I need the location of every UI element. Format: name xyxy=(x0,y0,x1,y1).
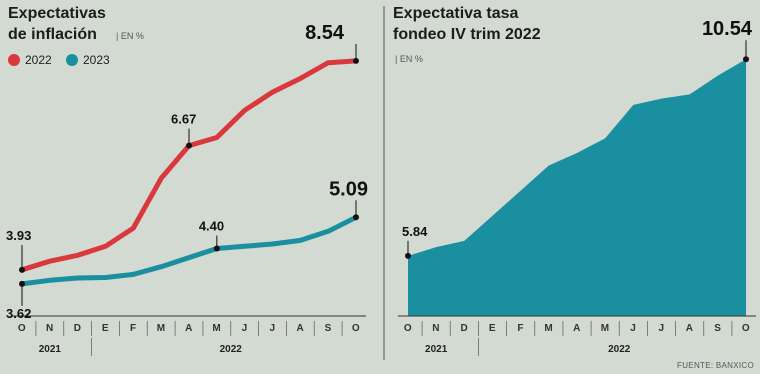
left-chart-series xyxy=(19,58,359,287)
right-chart-unit: | EN % xyxy=(395,54,423,64)
year-label-second: 2022 xyxy=(220,344,243,355)
series-line-2023 xyxy=(19,214,359,287)
x-tick-label: O xyxy=(742,323,750,334)
x-tick-label: N xyxy=(432,323,440,334)
x-tick-label: O xyxy=(18,323,26,334)
x-tick-label: D xyxy=(74,323,82,334)
x-tick-label: A xyxy=(686,323,694,334)
x-tick-label: J xyxy=(630,323,636,334)
source-note: FUENTE: BANXICO xyxy=(677,361,754,370)
x-tick-label: J xyxy=(242,323,248,334)
legend-2023-marker xyxy=(66,54,78,66)
legend-2022-marker xyxy=(8,54,20,66)
x-tick-label: A xyxy=(296,323,304,334)
data-label-3.93: 3.93 xyxy=(6,228,31,243)
x-tick-label: O xyxy=(352,323,360,334)
year-label-second: 2022 xyxy=(608,344,631,355)
left-chart-unit: | EN % xyxy=(116,31,144,41)
x-tick-label: A xyxy=(573,323,581,334)
x-tick-label: M xyxy=(601,323,610,334)
legend-2023-label: 2023 xyxy=(83,53,110,67)
data-label-5.09: 5.09 xyxy=(329,178,368,200)
x-tick-label: A xyxy=(185,323,193,334)
right-chart-data-labels: 5.84 10.54 xyxy=(402,18,753,259)
x-tick-label: O xyxy=(404,323,412,334)
right-chart-series xyxy=(408,59,746,316)
data-label-3.62: 3.62 xyxy=(6,306,31,321)
x-tick-label: S xyxy=(325,323,332,334)
x-tick-label: M xyxy=(544,323,553,334)
x-tick-label: E xyxy=(489,323,496,334)
right-chart-title-line2: fondeo IV trim 2022 xyxy=(393,26,541,43)
legend-2022-label: 2022 xyxy=(25,53,52,67)
x-tick-label: D xyxy=(460,323,468,334)
data-label-5.84: 5.84 xyxy=(402,224,428,239)
data-label-8.54: 8.54 xyxy=(305,22,345,44)
right-chart-title-line1: Expectativa tasa xyxy=(393,5,519,22)
left-chart-title-line2: de inflación xyxy=(8,26,97,43)
x-tick-label: J xyxy=(658,323,664,334)
x-tick-label: M xyxy=(212,323,221,334)
x-tick-label: E xyxy=(102,323,109,334)
x-tick-label: S xyxy=(714,323,721,334)
right-chart-axis: O N D E F M A M J J A S O 2021 2022 xyxy=(398,315,756,356)
x-tick-label: J xyxy=(269,323,275,334)
left-chart-axis: O N D E F M A M J J A S O 2021 2022 xyxy=(12,315,366,356)
x-tick-label: M xyxy=(157,323,166,334)
x-tick-label: F xyxy=(130,323,137,334)
data-label-6.67: 6.67 xyxy=(171,112,196,127)
left-chart-data-labels: 3.93 6.67 8.54 3.62 4.40 5.09 xyxy=(6,22,368,321)
left-chart-title-line1: Expectativas xyxy=(8,5,106,22)
year-label-first: 2021 xyxy=(39,344,62,355)
data-label-4.40: 4.40 xyxy=(199,219,224,234)
year-label-first: 2021 xyxy=(425,344,448,355)
data-label-10.54: 10.54 xyxy=(702,18,753,40)
area-series-fill xyxy=(408,59,746,316)
x-tick-label: N xyxy=(46,323,54,334)
x-tick-label: F xyxy=(517,323,524,334)
